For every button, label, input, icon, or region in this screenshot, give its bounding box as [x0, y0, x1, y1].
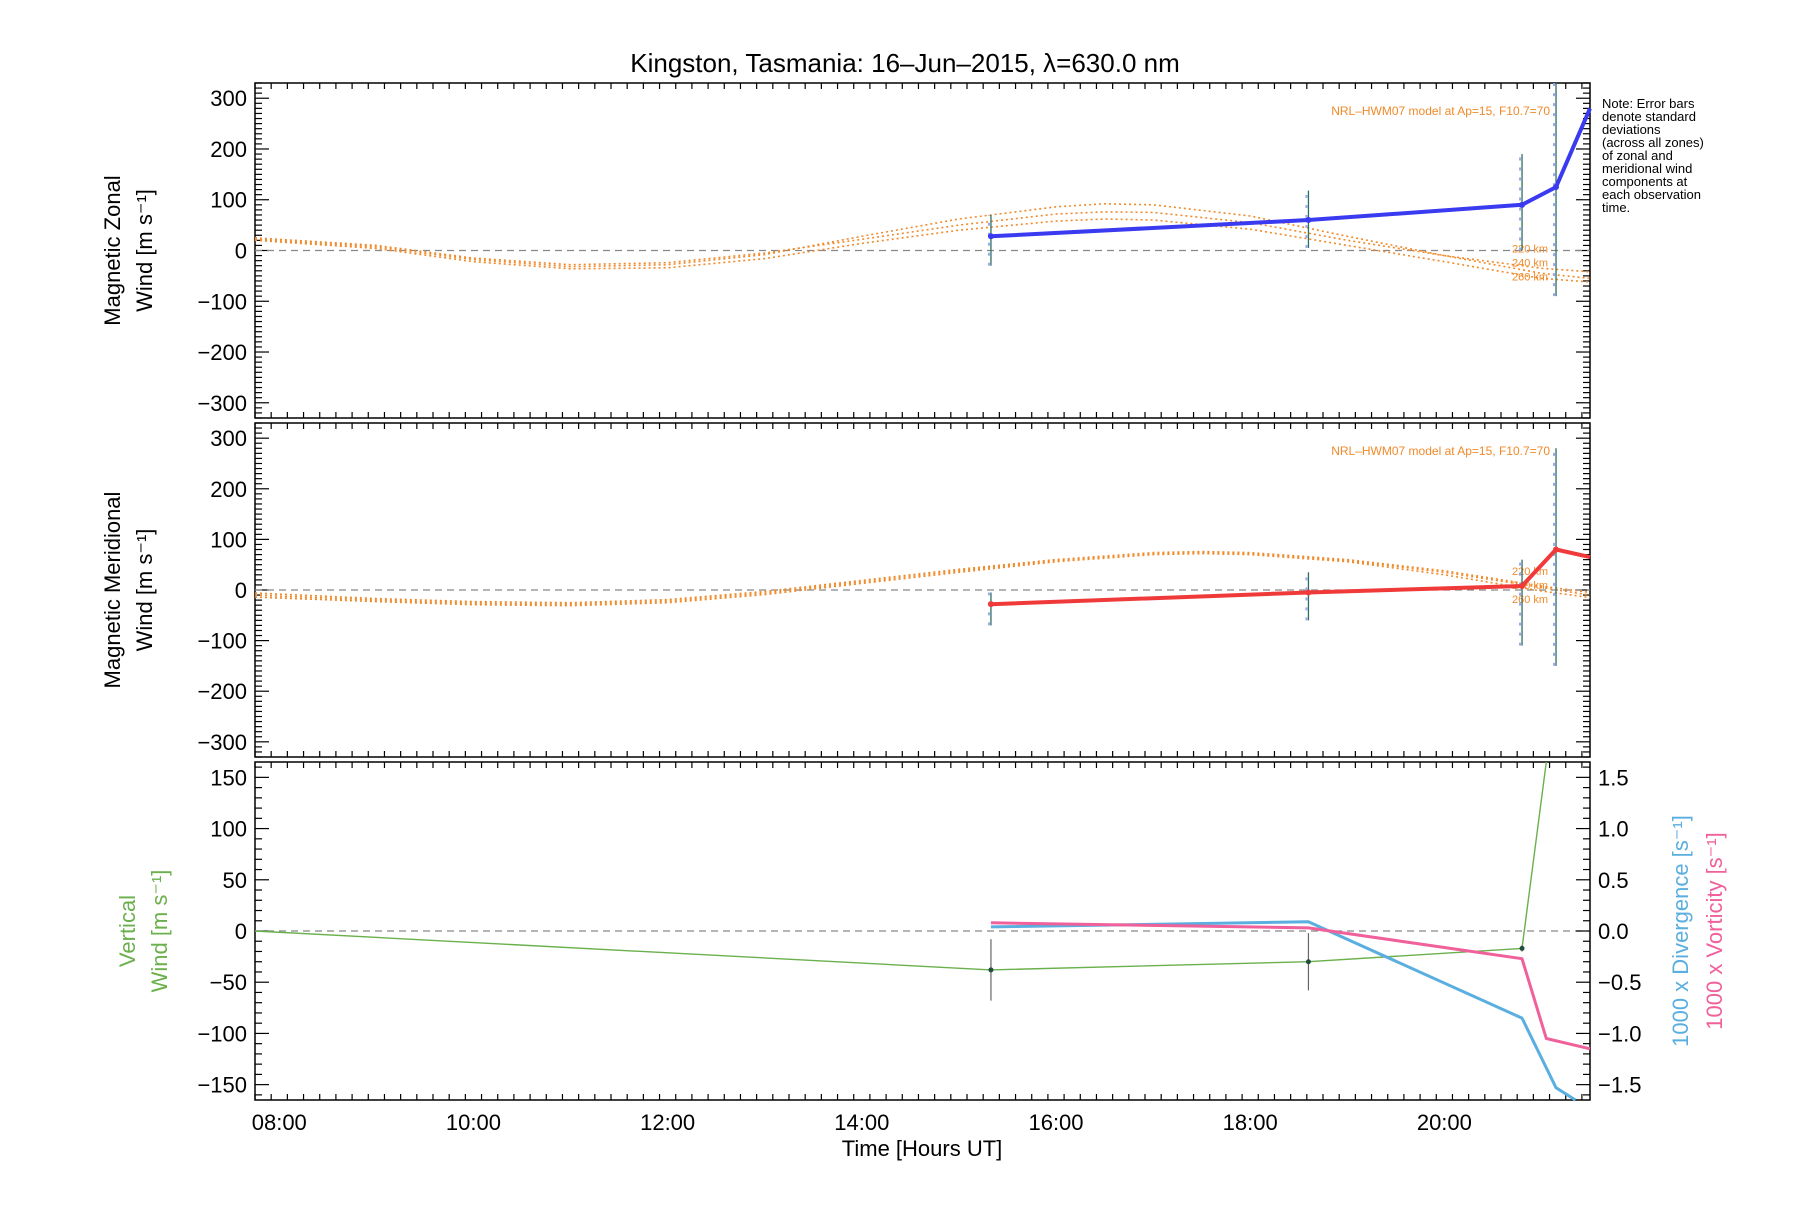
y-tick-label: 300: [210, 426, 247, 451]
y-tick-label: 100: [210, 188, 247, 213]
model-series-line: [254, 551, 1591, 606]
y-tick-label: −50: [210, 970, 247, 995]
y-tick-label: −100: [197, 289, 247, 314]
y2-tick-label: 1.0: [1598, 817, 1629, 842]
x-tick-label: 10:00: [446, 1110, 501, 1135]
note-line: (across all zones): [1602, 135, 1704, 150]
x-axis-label: Time [Hours UT]: [842, 1136, 1003, 1161]
x-tick-label: 18:00: [1223, 1110, 1278, 1135]
x-tick-label: 12:00: [640, 1110, 695, 1135]
y-tick-label: −100: [197, 1021, 247, 1046]
y2-tick-label: 0.0: [1598, 919, 1629, 944]
y-tick-label: −100: [197, 629, 247, 654]
y2-tick-label: 0.5: [1598, 868, 1629, 893]
altitude-label: 240 km: [1512, 258, 1548, 270]
y-axis-label: Wind [m s⁻¹]: [132, 189, 157, 312]
vertical-wind-point: [988, 967, 994, 973]
altitude-label: 220 km: [1512, 244, 1548, 256]
y-axis-label: Wind [m s⁻¹]: [147, 870, 172, 993]
y-axis-label: Vertical: [115, 895, 140, 967]
note-line: Note: Error bars: [1602, 96, 1695, 111]
note-line: deviations: [1602, 122, 1661, 137]
observed-point: [1553, 546, 1560, 553]
observed-wind-line: [990, 107, 1592, 239]
model-series-line: [254, 550, 1591, 604]
y-tick-label: 200: [210, 477, 247, 502]
vorticity-line: [990, 921, 1591, 1051]
x-tick-label: 14:00: [834, 1110, 889, 1135]
y2-tick-label: −1.5: [1598, 1073, 1641, 1098]
x-tick-label: 08:00: [252, 1110, 307, 1135]
note-line: each observation: [1602, 187, 1701, 202]
panel-meridional: −300 −200 −100 0 100 200 300 Magnetic Meridiona…: [100, 422, 1591, 758]
observed-point: [1519, 201, 1526, 208]
observed-point: [987, 233, 994, 240]
altitude-label: 260 km: [1512, 594, 1548, 606]
y-tick-label: 150: [210, 765, 247, 790]
y2-tick-label: −1.0: [1598, 1021, 1641, 1046]
observed-point: [1519, 582, 1526, 589]
y2-tick-label: −0.5: [1598, 970, 1641, 995]
y-tick-label: 0: [235, 919, 247, 944]
observed-point: [987, 601, 994, 608]
y-tick-label: 100: [210, 527, 247, 552]
note-line: time.: [1602, 200, 1630, 215]
y-axis-label: Magnetic Zonal: [100, 175, 125, 325]
y-tick-label: −200: [197, 340, 247, 365]
y-tick-label: −300: [197, 730, 247, 755]
y-tick-label: −150: [197, 1073, 247, 1098]
y-tick-label: −200: [197, 679, 247, 704]
observed-point: [1305, 217, 1312, 224]
y-tick-label: 100: [210, 817, 247, 842]
y-tick-label: 300: [210, 86, 247, 111]
vertical-wind-point: [1305, 959, 1311, 965]
model-series-line: [254, 211, 1591, 273]
model-label: NRL–HWM07 model at Ap=15, F10.7=70: [1331, 444, 1550, 458]
observed-point: [1305, 589, 1312, 596]
y-tick-label: −300: [197, 391, 247, 416]
y-tick-label: 0: [235, 578, 247, 603]
x-tick-label: 20:00: [1417, 1110, 1472, 1135]
observed-point: [1553, 184, 1560, 191]
y-axis-label: Wind [m s⁻¹]: [132, 529, 157, 652]
x-tick-label: 16:00: [1028, 1110, 1083, 1135]
model-series-line: [254, 203, 1591, 280]
y2-axis-label-vorticity: 1000 x Vorticity [s⁻¹]: [1702, 832, 1727, 1029]
note-line: meridional wind: [1602, 161, 1692, 176]
y-tick-label: 200: [210, 137, 247, 162]
chart-title: Kingston, Tasmania: 16–Jun–2015, λ=630.0…: [630, 48, 1180, 78]
panel-zonal: −300 −200 −100 0 100 200 300 Magnetic Zonal Wind…: [100, 82, 1592, 419]
model-series-line: [254, 218, 1591, 283]
y-tick-label: 0: [235, 239, 247, 264]
vertical-wind-line: [254, 761, 1547, 971]
y-axis-label: Magnetic Meridional: [100, 492, 125, 689]
model-label: NRL–HWM07 model at Ap=15, F10.7=70: [1331, 104, 1550, 118]
y-tick-label: 50: [223, 868, 247, 893]
model-series-line: [254, 552, 1591, 607]
note-line: of zonal and: [1602, 148, 1673, 163]
divergence-line: [990, 920, 1577, 1102]
panel-vertical: −150 −100 −50 0 50 100 150 Vertical Wind [m s⁻¹]…: [115, 761, 1727, 1161]
y2-tick-label: 1.5: [1598, 765, 1629, 790]
note-line: components at: [1602, 174, 1688, 189]
note-line: denote standard: [1602, 109, 1696, 124]
vertical-wind-point: [1519, 945, 1525, 951]
y2-axis-label-divergence: 1000 x Divergence [s⁻¹]: [1668, 815, 1693, 1047]
altitude-label: 260 km: [1512, 272, 1548, 284]
observed-wind-line: [990, 547, 1591, 607]
